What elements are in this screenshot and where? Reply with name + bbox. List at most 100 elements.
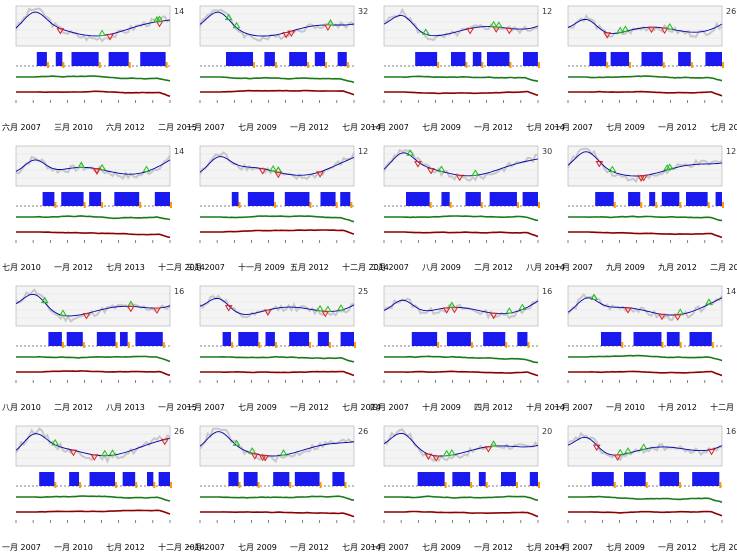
regime-tick	[128, 62, 131, 68]
buy-marker	[421, 28, 430, 35]
regime-tick	[253, 62, 256, 68]
sell-marker	[56, 28, 65, 35]
regime-bar	[628, 192, 641, 206]
regime-bar	[591, 472, 614, 486]
regime-bar	[154, 192, 170, 206]
buy-marker	[326, 18, 335, 26]
x-tick-label: 七月 2014	[342, 543, 381, 552]
regime-tick	[153, 482, 156, 488]
drawdown-line	[384, 510, 539, 518]
regime-bar	[411, 332, 438, 346]
regime-tick	[274, 342, 277, 348]
regime-tick	[79, 482, 82, 488]
price-panel	[199, 285, 355, 327]
equity-line	[568, 75, 723, 82]
regime-tick	[61, 342, 64, 348]
regime-tick	[679, 482, 682, 488]
buy-marker	[337, 304, 345, 311]
sell-marker	[274, 171, 283, 179]
sell-marker	[69, 449, 78, 457]
regime-tick	[62, 62, 65, 68]
equity-line	[384, 215, 539, 222]
y-max-label: 16	[726, 427, 736, 436]
regime-tick	[114, 482, 117, 488]
x-tick-label: 七月 2010	[2, 263, 41, 272]
regime-bar	[89, 472, 115, 486]
regime-tick	[82, 342, 85, 348]
buy-marker	[494, 21, 503, 28]
x-tick-label: 一月 2007	[554, 123, 593, 132]
x-tick-label: 二月 2015	[710, 263, 737, 272]
buy-marker	[100, 449, 109, 457]
regime-tick	[515, 482, 518, 488]
regime-bar	[320, 192, 336, 206]
price-panel	[383, 5, 539, 47]
price-line	[15, 7, 171, 43]
regime-bar	[140, 52, 166, 66]
sell-marker	[505, 27, 514, 35]
regime-tick	[127, 342, 130, 348]
regime-tick	[258, 342, 261, 348]
fit-line	[199, 431, 355, 457]
x-tick-label: 十一月 2009	[238, 262, 285, 272]
sell-marker	[624, 307, 632, 314]
buy-marker	[142, 165, 151, 173]
x-tick-label: 八月 2013	[106, 403, 145, 412]
x-tick-label: 九月 2009	[606, 263, 645, 272]
sell-marker	[432, 455, 441, 462]
x-tick-label: 十月 2009	[422, 402, 461, 412]
regime-bar	[317, 332, 329, 346]
drawdown-line	[200, 511, 355, 518]
regime-tick	[444, 482, 447, 488]
price-line	[199, 151, 355, 181]
equity-line	[200, 76, 355, 84]
regime-tick	[354, 342, 356, 348]
fit-line	[15, 293, 171, 317]
drawdown-line	[16, 90, 171, 97]
y-max-label: 12	[542, 7, 552, 16]
regime-bar	[66, 332, 83, 346]
sell-marker	[603, 32, 612, 39]
x-tick-label: 一月 2012	[290, 123, 329, 132]
regime-bar	[228, 472, 239, 486]
x-tick-label: 七月 2014	[342, 403, 381, 412]
y-max-label: 14	[174, 7, 184, 16]
regime-bar	[451, 52, 466, 66]
regime-tick	[465, 62, 468, 68]
regime-tick	[481, 62, 484, 68]
regime-bar	[501, 472, 516, 486]
x-tick-label: 一月 2010	[54, 543, 93, 552]
regime-tick	[170, 482, 172, 488]
sell-marker	[673, 314, 682, 321]
regime-tick	[274, 202, 277, 208]
x-tick-label: 一月 2007	[186, 543, 225, 552]
x-tick-label: 一月 2012	[474, 543, 513, 552]
buy-marker	[663, 164, 672, 171]
regime-tick	[707, 202, 710, 208]
regime-tick	[115, 342, 118, 348]
equity-line	[16, 75, 171, 82]
chart-panel: 14 七月 2010 一月 2012 七月 2013 十二月 2014	[2, 145, 205, 272]
x-tick-label: 七月 2009	[238, 403, 277, 412]
buy-marker	[624, 447, 632, 454]
regime-tick	[344, 482, 347, 488]
equity-line	[200, 355, 355, 363]
x-tick-label: 七月 2014	[710, 543, 737, 552]
x-tick-label: 一月 2012	[54, 263, 93, 272]
regime-tick	[274, 62, 277, 68]
buy-marker	[447, 449, 456, 456]
buy-marker	[51, 438, 60, 446]
regime-tick	[640, 202, 643, 208]
regime-bar	[529, 472, 538, 486]
equity-line	[200, 215, 355, 223]
regime-tick	[309, 342, 312, 348]
regime-bar	[135, 332, 163, 346]
regime-bar	[238, 332, 259, 346]
buy-marker	[269, 165, 277, 172]
regime-bar	[61, 192, 84, 206]
y-max-label: 26	[358, 427, 368, 436]
buy-marker	[155, 15, 164, 22]
regime-tick	[257, 482, 260, 488]
buy-marker	[59, 309, 67, 316]
regime-tick	[437, 342, 440, 348]
